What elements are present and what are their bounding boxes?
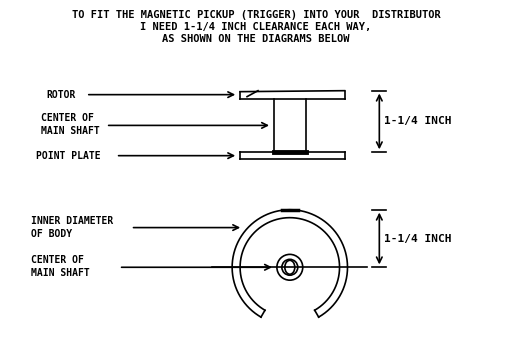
Text: MAIN SHAFT: MAIN SHAFT — [31, 268, 90, 278]
Text: TO FIT THE MAGNETIC PICKUP (TRIGGER) INTO YOUR  DISTRIBUTOR: TO FIT THE MAGNETIC PICKUP (TRIGGER) INT… — [72, 10, 440, 20]
Text: 1-1/4 INCH: 1-1/4 INCH — [384, 117, 452, 126]
Text: OF BODY: OF BODY — [31, 228, 72, 239]
Text: ROTOR: ROTOR — [46, 90, 75, 100]
Text: I NEED 1-1/4 INCH CLEARANCE EACH WAY,: I NEED 1-1/4 INCH CLEARANCE EACH WAY, — [141, 22, 371, 32]
Text: AS SHOWN ON THE DIAGRAMS BELOW: AS SHOWN ON THE DIAGRAMS BELOW — [162, 34, 350, 44]
Text: MAIN SHAFT: MAIN SHAFT — [41, 126, 100, 136]
Text: POINT PLATE: POINT PLATE — [36, 151, 101, 161]
Text: CENTER OF: CENTER OF — [41, 113, 94, 124]
Text: CENTER OF: CENTER OF — [31, 255, 84, 265]
Text: 1-1/4 INCH: 1-1/4 INCH — [384, 233, 452, 244]
Text: INNER DIAMETER: INNER DIAMETER — [31, 216, 113, 226]
